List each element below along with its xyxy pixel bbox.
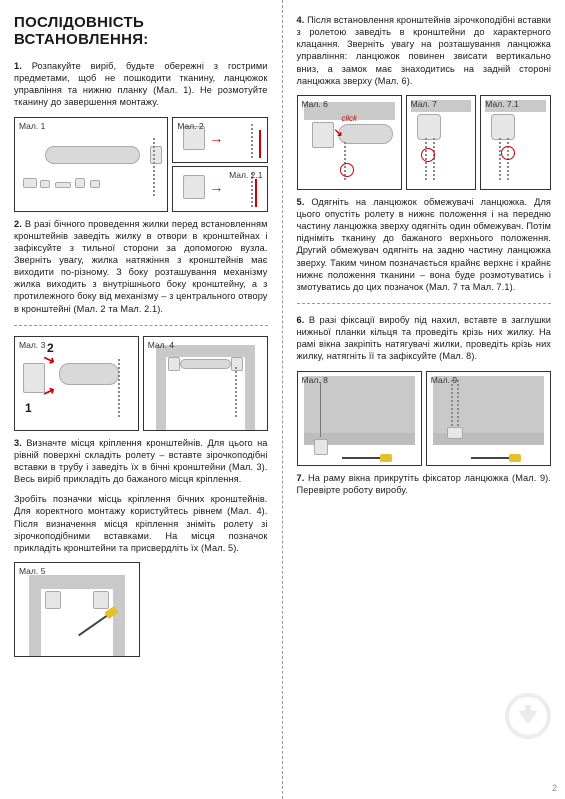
figure-7-1: Мал. 7.1	[480, 95, 551, 190]
step-5-text: Одягніть на ланцюжок обмежувачі ланцюжка…	[297, 197, 552, 292]
step-3b: Зробіть позначки місць кріплення бічних …	[14, 493, 268, 554]
num-1: 1	[25, 401, 32, 415]
page-title: ПОСЛІДОВНІСТЬ ВСТАНОВЛЕННЯ:	[14, 14, 268, 48]
fig-4-label: Мал. 4	[148, 340, 174, 350]
step-2-num: 2.	[14, 219, 22, 229]
page-number: 2	[552, 783, 557, 793]
fig-9-art	[427, 372, 550, 465]
figure-4: Мал. 4	[143, 336, 268, 431]
fig-1-label: Мал. 1	[19, 121, 45, 131]
fig-1-art	[15, 118, 167, 211]
step-3b-text: Зробіть позначки місць кріплення бічних …	[14, 494, 268, 553]
figure-2-1: Мал. 2.1 →	[172, 166, 267, 212]
watermark-icon	[505, 693, 551, 739]
fig-71-art	[481, 96, 550, 189]
step-6-text: В разі фіксації виробу під нахил, вставт…	[297, 315, 552, 361]
fig-7-label: Мал. 7	[411, 99, 437, 109]
fig-row-3: Мал. 5	[14, 562, 268, 657]
step-1: 1. Розпакуйте виріб, будьте обережні з г…	[14, 60, 268, 109]
step-4-text: Після встановлення кронштейнів зірочкопо…	[297, 15, 552, 86]
num-2: 2	[47, 341, 54, 355]
step-3-num: 3.	[14, 438, 22, 448]
fig-21-label: Мал. 2.1	[229, 170, 262, 180]
fig-5-label: Мал. 5	[19, 566, 45, 576]
figure-2: Мал. 2 →	[172, 117, 267, 163]
figure-3: Мал. 3 ↘ ↗ 2 1	[14, 336, 139, 431]
fig-6-label: Мал. 6	[302, 99, 328, 109]
figure-1: Мал. 1	[14, 117, 168, 212]
fig-5-art	[15, 563, 139, 656]
fig-71-label: Мал. 7.1	[485, 99, 518, 109]
page: ПОСЛІДОВНІСТЬ ВСТАНОВЛЕННЯ: 1. Розпакуйт…	[0, 0, 565, 799]
fig-row-4: Мал. 6 click ↘ Мал. 7	[297, 95, 552, 190]
step-2: 2. В разі бічного проведення жилки перед…	[14, 218, 268, 315]
step-2-text: В разі бічного проведення жилки перед вс…	[14, 219, 268, 314]
fig-8-art	[298, 372, 421, 465]
fig-6-art: click ↘	[298, 96, 401, 189]
fig-row-5: Мал. 8 Мал. 9	[297, 371, 552, 466]
figure-9: Мал. 9	[426, 371, 551, 466]
figure-6: Мал. 6 click ↘	[297, 95, 402, 190]
figure-8: Мал. 8	[297, 371, 422, 466]
divider-right	[297, 303, 552, 304]
fig-7-art	[407, 96, 476, 189]
figure-7: Мал. 7	[406, 95, 477, 190]
step-6: 6. В разі фіксації виробу під нахил, вст…	[297, 314, 552, 363]
fig-8-label: Мал. 8	[302, 375, 328, 385]
divider-left	[14, 325, 268, 326]
step-5: 5. Одягніть на ланцюжок обмежувачі ланцю…	[297, 196, 552, 293]
step-3: 3. Визначте місця кріплення кронштейнів.…	[14, 437, 268, 486]
step-4: 4. Після встановлення кронштейнів зірочк…	[297, 14, 552, 87]
step-3-text: Визначте місця кріплення кронштейнів. Дл…	[14, 438, 268, 484]
step-1-num: 1.	[14, 61, 22, 71]
fig-row-2: Мал. 3 ↘ ↗ 2 1 Мал. 4	[14, 336, 268, 431]
step-1-text: Розпакуйте виріб, будьте обережні з гост…	[14, 61, 268, 107]
fig-row-1: Мал. 1 Мал. 2 →	[14, 117, 268, 212]
fig-2-label: Мал. 2	[177, 121, 203, 131]
fig-3-art: ↘ ↗ 2 1	[15, 337, 138, 430]
step-7-text: На раму вікна прикрутіть фіксатор ланцюж…	[297, 473, 552, 495]
right-column: 4. Після встановлення кронштейнів зірочк…	[283, 0, 565, 799]
figure-5: Мал. 5	[14, 562, 140, 657]
click-label: click	[342, 114, 358, 123]
fig-3-label: Мал. 3	[19, 340, 45, 350]
fig-4-art	[144, 337, 267, 430]
step-7: 7. На раму вікна прикрутіть фіксатор лан…	[297, 472, 552, 496]
left-column: ПОСЛІДОВНІСТЬ ВСТАНОВЛЕННЯ: 1. Розпакуйт…	[0, 0, 283, 799]
fig-9-label: Мал. 9	[431, 375, 457, 385]
